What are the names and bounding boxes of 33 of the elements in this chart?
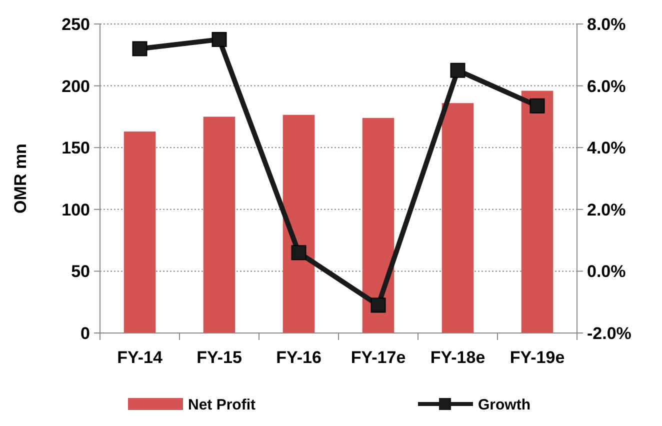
bar [282,114,315,333]
y2-tick-label: 0.0% [587,262,626,282]
bar [203,116,236,333]
x-tick-label: FY-18e [430,348,486,367]
x-tick-label: FY-16 [276,348,322,367]
bar [442,103,474,333]
y-tick-label: 50 [71,262,90,282]
y-tick-label: 150 [62,138,90,158]
legend-label: Growth [478,396,530,414]
x-tick-label: FY-17e [350,348,406,367]
y2-tick-label: 4.0% [587,138,626,158]
y2-tick-label: 2.0% [587,200,626,220]
y-tick-label: 100 [62,200,90,220]
y2-tick-label: -2.0% [587,324,632,343]
legend-label: Net Profit [188,396,256,414]
bar [124,132,156,333]
point [132,41,148,56]
point [450,62,466,78]
bar [521,90,554,333]
y-tick-label: 0 [80,324,90,343]
y-tick-label: 250 [62,14,90,34]
x-tick-label: FY-14 [117,348,163,367]
x-tick-label: FY-15 [196,348,242,367]
point [370,298,386,313]
x-tick-label: FY-19e [510,348,565,367]
y-tick-label: 200 [62,76,90,96]
bar [362,118,394,333]
y2-tick-label: 6.0% [587,76,626,96]
point [530,98,545,114]
y-axis-title: OMR mn [11,144,30,214]
point [212,32,227,47]
point [291,245,306,260]
y2-tick-label: 8.0% [587,14,626,34]
